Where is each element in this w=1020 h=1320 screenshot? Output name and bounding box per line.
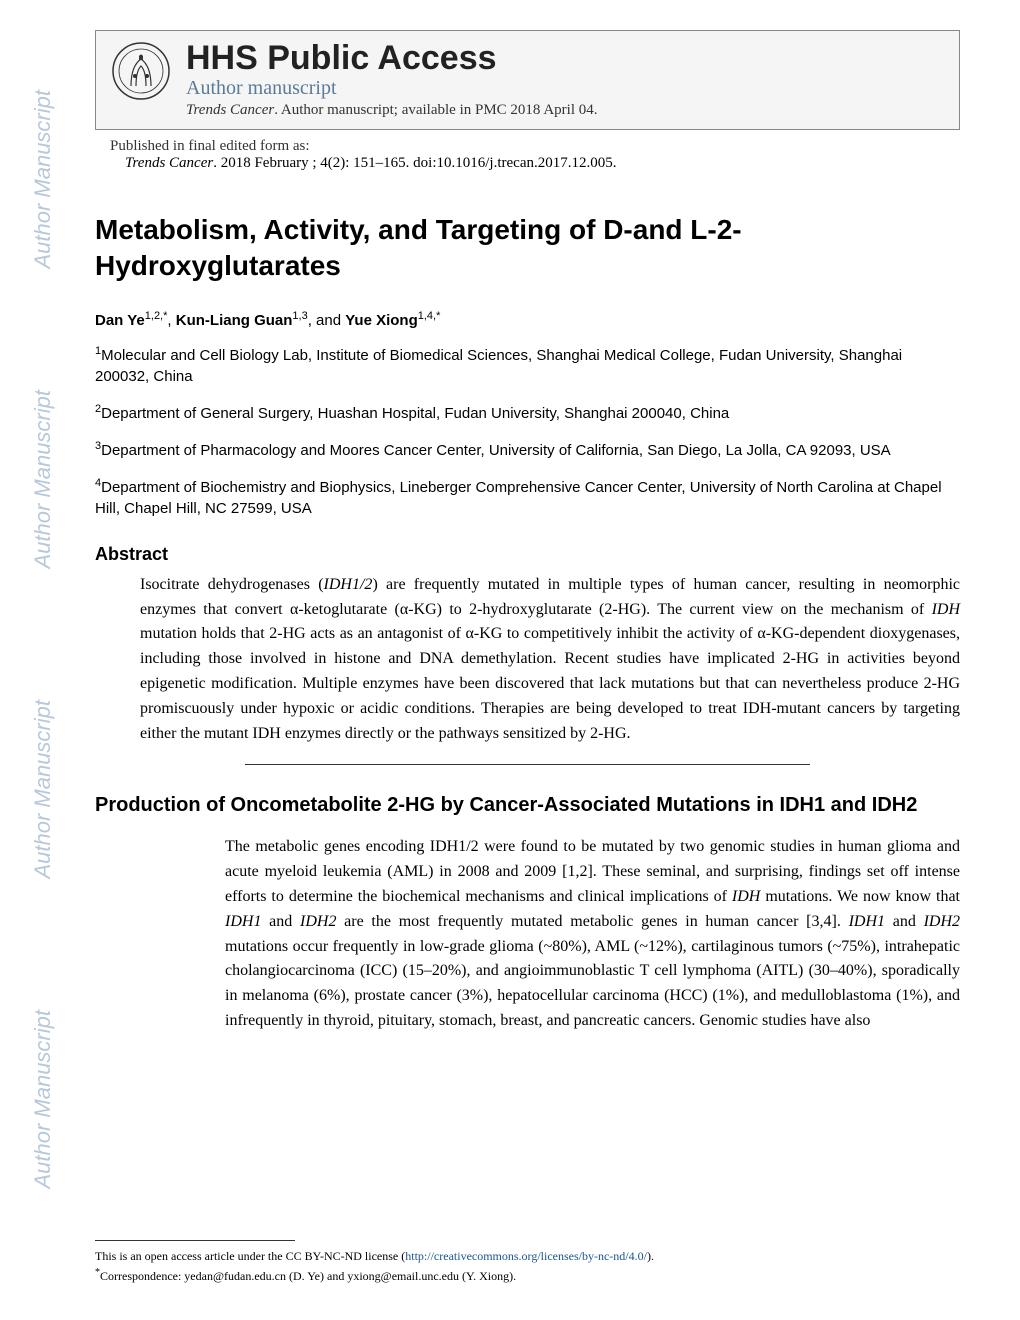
page-content: HHS Public Access Author manuscript Tren… [95, 0, 960, 1034]
affiliation-1: 1Molecular and Cell Biology Lab, Institu… [95, 344, 960, 387]
published-form-label: Published in final edited form as: [110, 138, 960, 155]
article-title: Metabolism, Activity, and Targeting of D… [95, 212, 960, 285]
watermark-text: Author Manuscript [30, 90, 56, 269]
hhs-title: HHS Public Access [186, 41, 944, 75]
page-footer: This is an open access article under the… [95, 1240, 960, 1285]
section-heading: Production of Oncometabolite 2-HG by Can… [95, 790, 960, 820]
correspondence-text: *Correspondence: yedan@fudan.edu.cn (D. … [95, 1265, 960, 1285]
author-list: Dan Ye1,2,*, Kun-Liang Guan1,3, and Yue … [95, 310, 960, 329]
affiliation-4: 4Department of Biochemistry and Biophysi… [95, 476, 960, 519]
abstract-text: Isocitrate dehydrogenases (IDH1/2) are f… [140, 573, 960, 747]
watermark-text: Author Manuscript [30, 1010, 56, 1189]
body-paragraph: The metabolic genes encoding IDH1/2 were… [225, 835, 960, 1033]
watermark-text: Author Manuscript [30, 390, 56, 569]
license-link[interactable]: http://creativecommons.org/licenses/by-n… [405, 1249, 647, 1263]
hhs-logo-icon [111, 41, 171, 101]
license-text: This is an open access article under the… [95, 1247, 960, 1265]
abstract-heading: Abstract [95, 544, 960, 565]
header-box: HHS Public Access Author manuscript Tren… [95, 30, 960, 130]
publication-info: Published in final edited form as: Trend… [110, 138, 960, 172]
author-manuscript-label: Author manuscript [186, 77, 944, 100]
separator-rule [245, 764, 810, 765]
footnote-rule [95, 1240, 295, 1241]
watermark-text: Author Manuscript [30, 700, 56, 879]
affiliation-2: 2Department of General Surgery, Huashan … [95, 402, 960, 424]
journal-availability: Trends Cancer. Author manuscript; availa… [186, 102, 944, 119]
affiliation-3: 3Department of Pharmacology and Moores C… [95, 439, 960, 461]
citation-line: Trends Cancer. 2018 February ; 4(2): 151… [125, 155, 960, 172]
